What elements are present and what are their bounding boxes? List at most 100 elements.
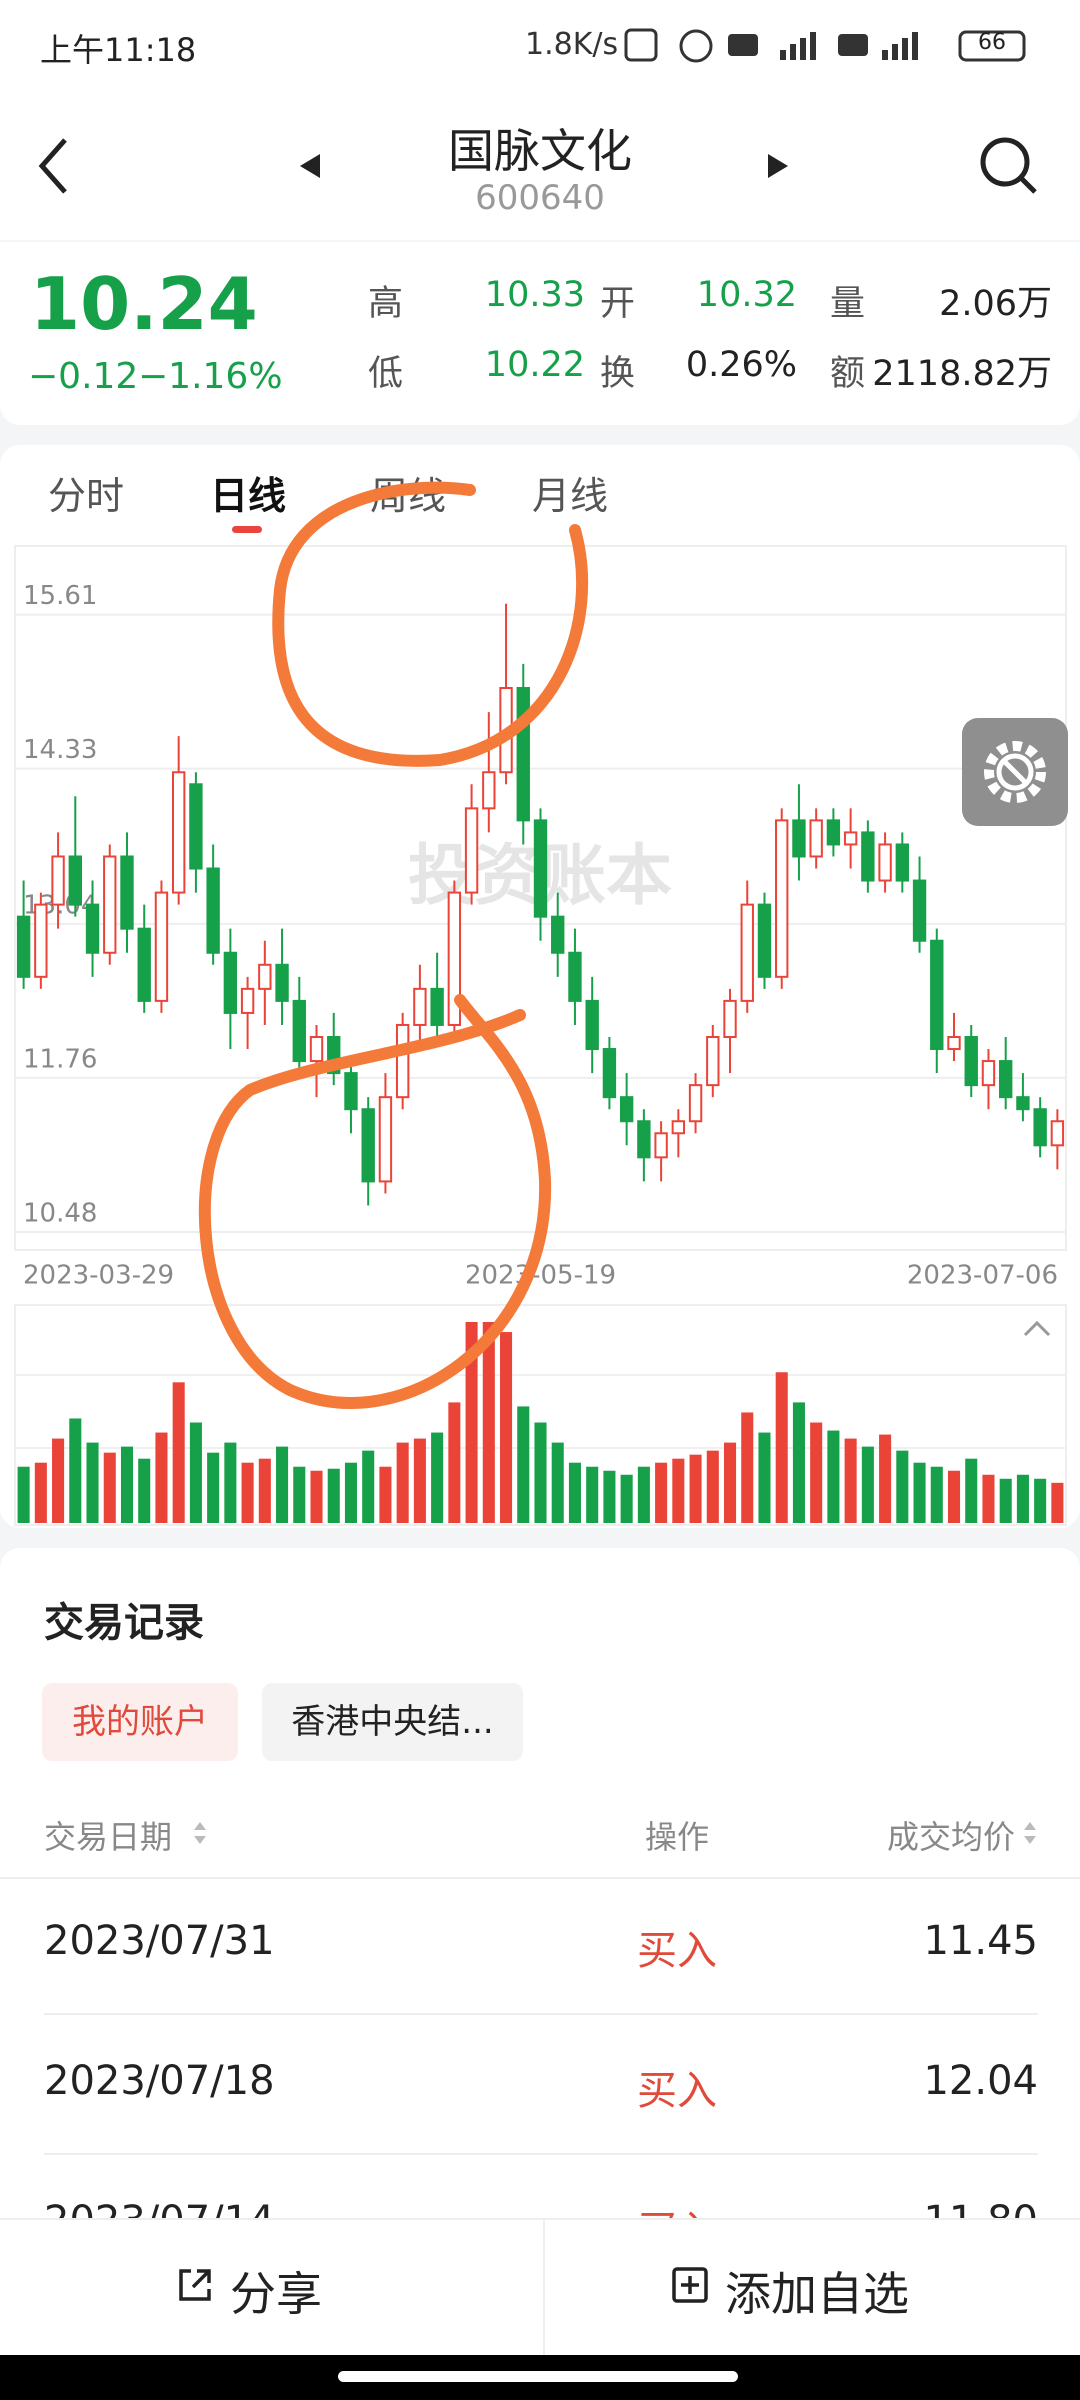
candle-body: [68, 855, 82, 906]
volume-bar: [844, 1438, 857, 1523]
candle-body: [447, 891, 462, 1026]
kline-chart: 投资账本 10.4811.7613.0414.3315.612023-03-29…: [14, 545, 1067, 1526]
back-button[interactable]: [38, 138, 67, 194]
candle-body: [240, 987, 255, 1014]
candle-body: [1050, 1120, 1065, 1147]
candle-body: [85, 903, 100, 954]
field-label: 低: [368, 354, 404, 394]
volume-bar: [431, 1432, 444, 1523]
candle-body: [723, 999, 737, 1038]
account-chip[interactable]: 我的账户: [42, 1683, 238, 1761]
candle-body: [51, 855, 65, 906]
tab[interactable]: 日线: [210, 474, 287, 518]
volume-bar: [138, 1458, 151, 1523]
volume-bar: [896, 1450, 909, 1523]
candle-body: [327, 1035, 341, 1075]
share-button[interactable]: 分享: [230, 2267, 322, 2321]
candle-body: [809, 819, 823, 858]
candle-body: [551, 915, 565, 954]
status-time: 上午11:18: [40, 31, 197, 69]
candle-body: [206, 867, 220, 954]
volume-bar: [672, 1458, 685, 1523]
y-tick-label: 11.76: [23, 1044, 97, 1074]
volume-bar: [913, 1462, 926, 1523]
candle-body: [654, 1132, 668, 1159]
candle-body: [378, 1096, 393, 1183]
volume-bar: [827, 1430, 840, 1523]
trade-date: 2023/07/31: [44, 1918, 275, 1964]
field-label: 换: [600, 354, 636, 394]
share-icon: [179, 2269, 211, 2301]
x-tick-label: 2023-03-29: [23, 1261, 174, 1291]
add-watchlist-button[interactable]: 添加自选: [725, 2267, 909, 2321]
quote-panel: [0, 242, 1080, 425]
candle-body: [1016, 1096, 1030, 1111]
y-tick-label: 10.48: [23, 1198, 97, 1228]
candle-body: [120, 855, 134, 930]
trade-date: 2023/07/18: [44, 2058, 275, 2104]
volume-bar: [258, 1458, 271, 1523]
candle-body: [775, 819, 789, 978]
volume-bar: [172, 1382, 185, 1523]
volume-bar: [637, 1466, 650, 1523]
volume-bar: [586, 1466, 599, 1523]
candle-body: [602, 1048, 617, 1099]
candle-body: [757, 903, 772, 978]
candle-body: [981, 1060, 996, 1087]
candle-body: [292, 999, 306, 1063]
x-tick-label: 2023-05-19: [465, 1261, 616, 1291]
volume-bar: [930, 1466, 943, 1523]
stock-code: 600640: [475, 178, 605, 218]
volume-bar: [879, 1434, 892, 1523]
candle-body: [16, 915, 31, 978]
candle-body: [688, 1084, 703, 1123]
volume-bar: [241, 1462, 254, 1523]
volume-bar: [379, 1466, 392, 1523]
candle-body: [999, 1060, 1013, 1099]
volume-bar: [482, 1322, 495, 1523]
trade-action: 买入: [637, 2068, 717, 2114]
volume-bar: [103, 1452, 116, 1523]
column-header[interactable]: 交易日期: [44, 1818, 173, 1856]
status-icons: [624, 28, 1026, 63]
tool-button[interactable]: [962, 718, 1068, 826]
volume-bar: [568, 1462, 581, 1523]
volume-bar: [620, 1474, 633, 1523]
volume-bar: [758, 1432, 771, 1523]
battery: 66: [978, 30, 1006, 55]
volume-bar: [293, 1466, 306, 1523]
volume-bar: [448, 1402, 461, 1523]
candle-body: [482, 771, 496, 810]
search-button[interactable]: [980, 137, 1037, 194]
volume-bar: [551, 1442, 564, 1523]
volume-bar: [189, 1422, 202, 1523]
volume-bar: [86, 1442, 99, 1523]
hand-drawn-marks: [199, 481, 589, 1409]
volume-bar: [723, 1442, 737, 1523]
candle-body: [103, 855, 117, 954]
volume-bar: [327, 1468, 340, 1523]
candle-body: [413, 987, 427, 1026]
volume-bar: [1016, 1474, 1029, 1523]
next-stock[interactable]: [768, 154, 788, 178]
column-header[interactable]: 成交均价: [886, 1818, 1015, 1856]
candle-body: [878, 843, 892, 882]
tab[interactable]: 分时: [48, 474, 125, 518]
volume-bar: [224, 1442, 237, 1523]
candle-body: [516, 687, 530, 822]
x-tick-label: 2023-07-06: [907, 1261, 1058, 1291]
account-chip[interactable]: 香港中央结...: [262, 1683, 523, 1761]
prev-stock[interactable]: [300, 154, 320, 178]
tab[interactable]: 月线: [532, 474, 609, 518]
volume-bar: [965, 1458, 978, 1523]
nav-icons: [38, 137, 1037, 194]
candle-body: [826, 819, 841, 846]
field-label: 高: [368, 284, 404, 324]
volume-bar: [706, 1450, 719, 1523]
y-tick-label: 15.61: [23, 581, 97, 611]
volume-bar: [982, 1474, 995, 1523]
field-value: 2.06万: [939, 284, 1052, 324]
volume-bar: [413, 1438, 426, 1523]
field-value: 10.32: [696, 275, 797, 315]
section-title: 交易记录: [44, 1600, 204, 1646]
